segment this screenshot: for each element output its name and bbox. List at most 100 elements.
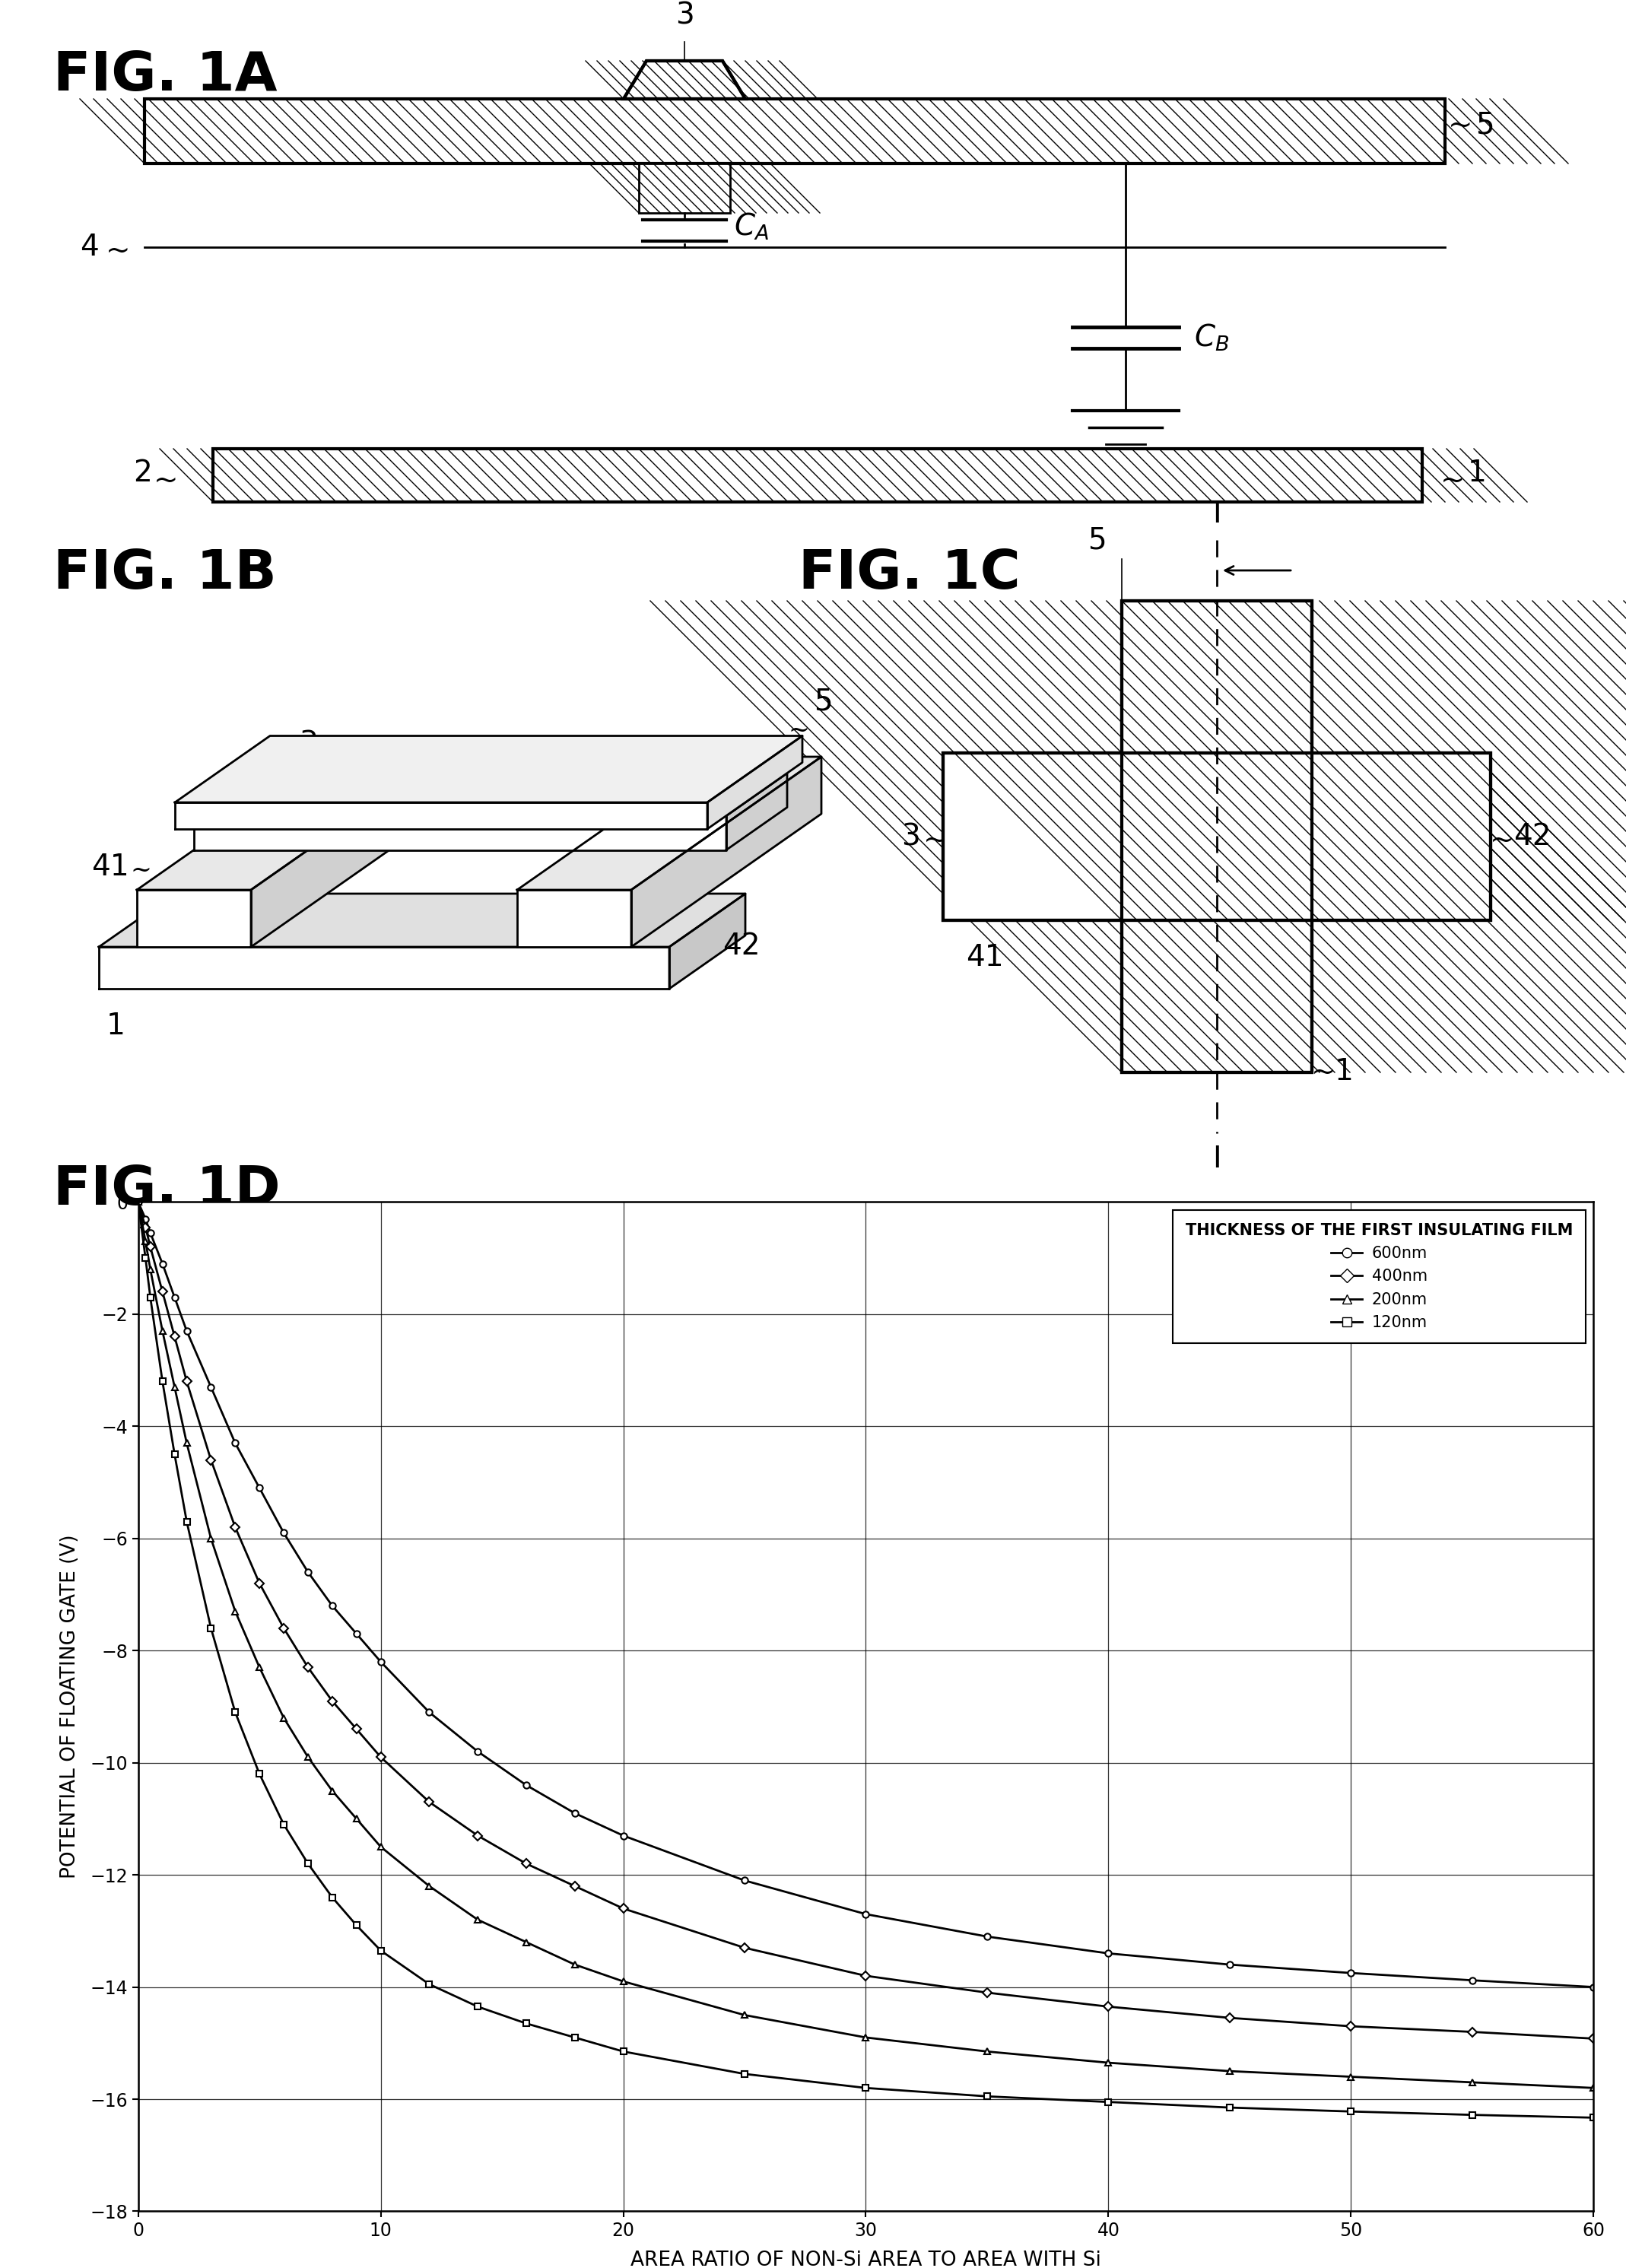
Bar xyxy=(943,753,1491,921)
Polygon shape xyxy=(193,773,787,816)
600nm xyxy=(140,1220,159,1247)
Legend: 600nm, 400nm, 200nm, 120nm: 600nm, 400nm, 200nm, 120nm xyxy=(1172,1209,1585,1343)
120nm xyxy=(346,1912,366,1939)
Text: 3: 3 xyxy=(675,2,694,29)
200nm xyxy=(226,1597,246,1624)
400nm xyxy=(273,1615,294,1642)
600nm xyxy=(298,1558,317,1585)
120nm xyxy=(977,2082,997,2109)
400nm xyxy=(613,1896,633,1923)
400nm xyxy=(1341,2012,1361,2039)
120nm xyxy=(468,1994,488,2021)
Text: FIG. 1B: FIG. 1B xyxy=(54,547,276,601)
400nm xyxy=(468,1821,488,1848)
Bar xyxy=(1122,601,1312,1073)
400nm xyxy=(135,1213,154,1241)
Polygon shape xyxy=(137,758,441,889)
200nm xyxy=(1462,2068,1481,2096)
Text: 41: 41 xyxy=(91,853,130,882)
200nm xyxy=(1220,2057,1239,2084)
200nm xyxy=(735,2000,754,2028)
Text: 1: 1 xyxy=(1335,1057,1353,1086)
Text: ~: ~ xyxy=(1441,467,1465,494)
600nm xyxy=(202,1374,221,1402)
600nm xyxy=(613,1821,633,1848)
Text: 3: 3 xyxy=(901,823,920,850)
600nm xyxy=(153,1250,172,1277)
200nm xyxy=(177,1429,197,1456)
600nm xyxy=(273,1520,294,1547)
Text: $C_A$: $C_A$ xyxy=(733,211,769,243)
Text: ~: ~ xyxy=(153,467,179,494)
400nm xyxy=(177,1368,197,1395)
Text: 5: 5 xyxy=(1475,111,1494,141)
Text: $C_B$: $C_B$ xyxy=(1193,322,1229,354)
Polygon shape xyxy=(670,894,745,989)
200nm xyxy=(1341,2064,1361,2091)
Bar xyxy=(145,100,1446,163)
400nm xyxy=(1462,2019,1481,2046)
600nm xyxy=(135,1204,154,1232)
120nm xyxy=(273,1810,294,1837)
120nm xyxy=(1462,2100,1481,2127)
400nm xyxy=(153,1279,172,1306)
600nm xyxy=(977,1923,997,1950)
Text: FIG. 1C: FIG. 1C xyxy=(798,547,1021,601)
120nm xyxy=(322,1885,341,1912)
120nm xyxy=(164,1440,184,1467)
X-axis label: AREA RATIO OF NON-Si AREA TO AREA WITH Si: AREA RATIO OF NON-Si AREA TO AREA WITH S… xyxy=(631,2250,1101,2268)
200nm xyxy=(855,2023,875,2050)
Text: FIG. 1A: FIG. 1A xyxy=(54,50,276,102)
200nm xyxy=(566,1950,585,1978)
600nm xyxy=(566,1799,585,1826)
Bar xyxy=(639,163,730,213)
200nm xyxy=(298,1744,317,1771)
600nm xyxy=(177,1318,197,1345)
Text: ~: ~ xyxy=(789,719,810,744)
Text: ~: ~ xyxy=(275,762,296,787)
Text: 4: 4 xyxy=(80,234,99,261)
600nm xyxy=(517,1771,537,1799)
200nm xyxy=(273,1703,294,1730)
120nm xyxy=(1220,2093,1239,2121)
120nm xyxy=(298,1851,317,1878)
Text: 5: 5 xyxy=(1088,526,1107,556)
400nm xyxy=(735,1935,754,1962)
Line: 400nm: 400nm xyxy=(135,1200,1597,2041)
400nm xyxy=(1584,2025,1603,2053)
Text: ~: ~ xyxy=(924,826,948,855)
Polygon shape xyxy=(707,735,802,830)
400nm xyxy=(226,1513,246,1540)
200nm xyxy=(128,1188,148,1216)
600nm xyxy=(371,1649,390,1676)
600nm xyxy=(1584,1973,1603,2000)
600nm xyxy=(735,1867,754,1894)
120nm xyxy=(128,1188,148,1216)
Polygon shape xyxy=(99,948,670,989)
Polygon shape xyxy=(137,889,250,948)
Text: 3: 3 xyxy=(299,730,317,760)
600nm xyxy=(164,1284,184,1311)
Text: 42: 42 xyxy=(722,932,759,962)
Bar xyxy=(213,449,1423,501)
120nm xyxy=(420,1971,439,1998)
Polygon shape xyxy=(250,758,441,948)
120nm xyxy=(202,1615,221,1642)
400nm xyxy=(140,1234,159,1261)
Text: 41: 41 xyxy=(966,943,1003,973)
120nm xyxy=(250,1760,270,1787)
200nm xyxy=(468,1905,488,1932)
Text: ~: ~ xyxy=(1489,826,1514,855)
600nm xyxy=(226,1429,246,1456)
200nm xyxy=(164,1374,184,1402)
400nm xyxy=(128,1188,148,1216)
400nm xyxy=(977,1980,997,2007)
200nm xyxy=(202,1524,221,1551)
200nm xyxy=(153,1318,172,1345)
200nm xyxy=(346,1805,366,1833)
200nm xyxy=(371,1833,390,1860)
Text: 1: 1 xyxy=(106,1012,125,1041)
Polygon shape xyxy=(517,889,631,948)
Polygon shape xyxy=(193,816,727,850)
120nm xyxy=(135,1245,154,1272)
